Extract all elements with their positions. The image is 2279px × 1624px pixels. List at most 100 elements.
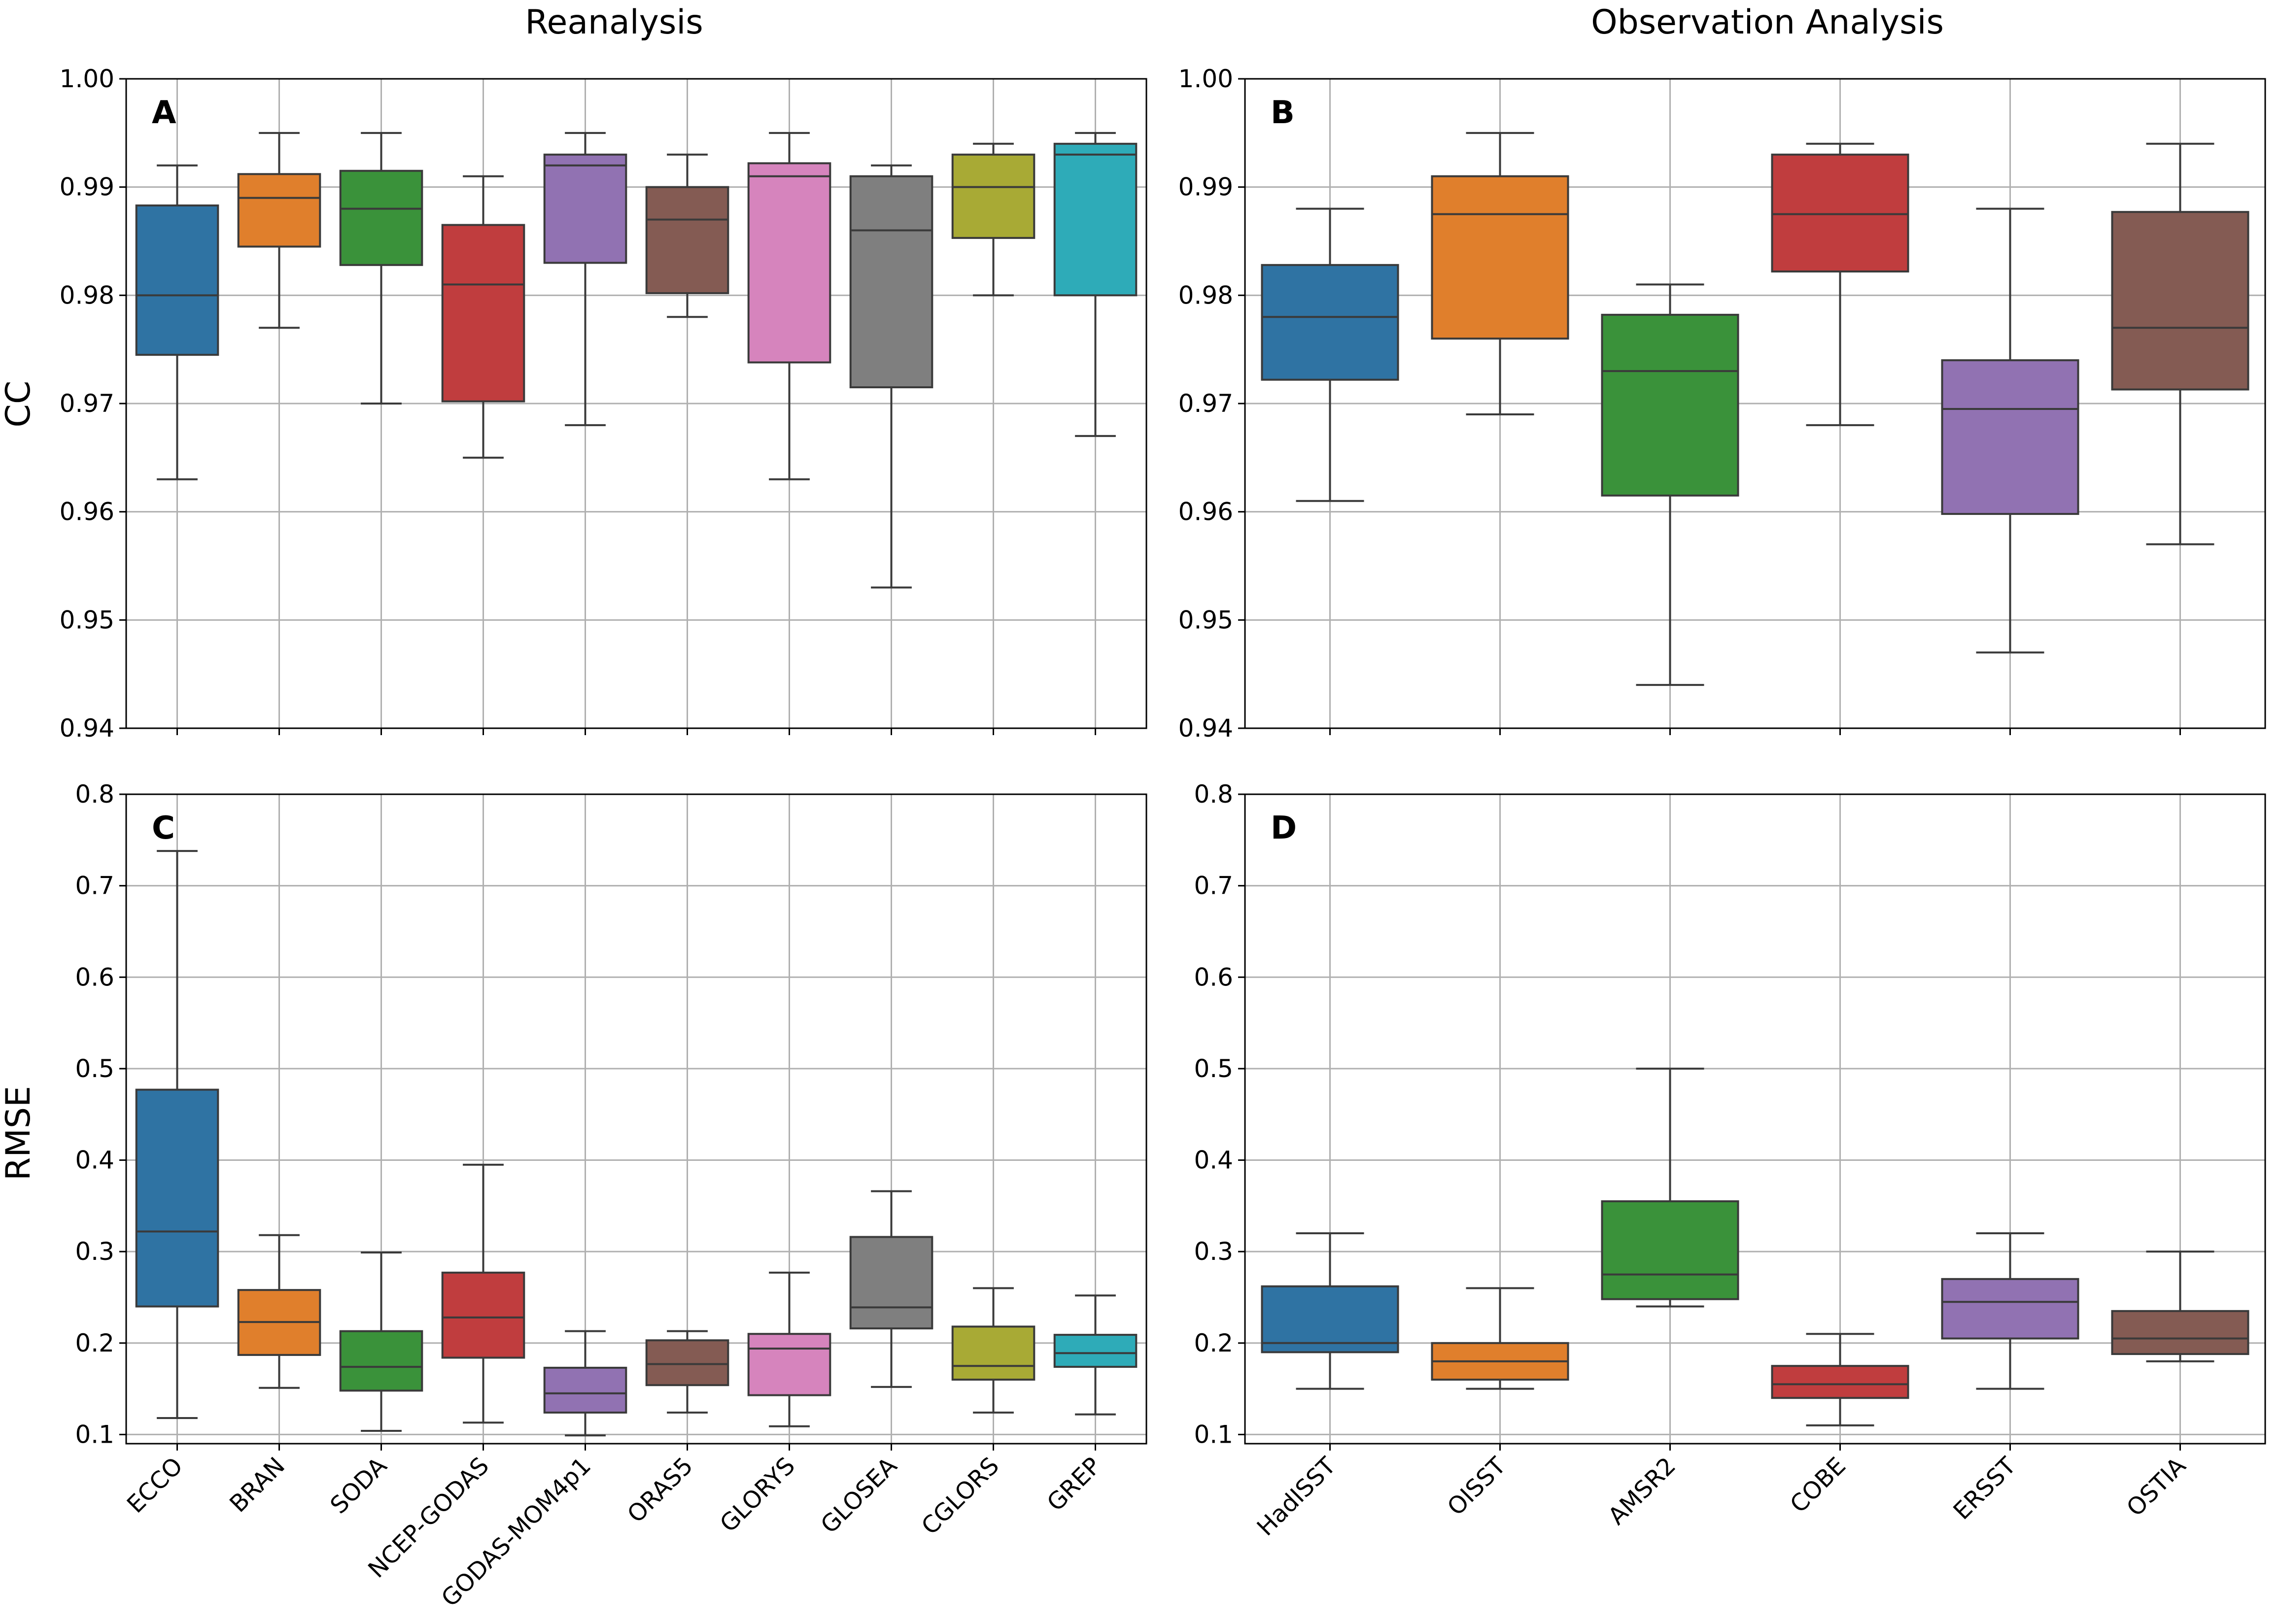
x-tick-label: OISST xyxy=(1442,1452,1512,1521)
iqr-box xyxy=(951,1325,1036,1381)
y-tick-label: 0.96 xyxy=(1178,498,1233,526)
column-title-observation-analysis: Observation Analysis xyxy=(1591,3,1944,42)
box-cglors xyxy=(951,1287,1036,1414)
box-cglors xyxy=(951,142,1036,297)
x-tick-label: GREP xyxy=(1042,1452,1106,1517)
x-tick-label: ECCO xyxy=(122,1452,188,1519)
x-tick-label: HadISST xyxy=(1252,1452,1342,1541)
x-tick-label: COBE xyxy=(1785,1452,1851,1519)
row-label-rmse: RMSE xyxy=(0,1086,38,1181)
iqr-box xyxy=(1431,175,1569,340)
x-tick-label: BRAN xyxy=(224,1452,290,1518)
y-tick-label: 0.2 xyxy=(1194,1329,1233,1357)
box-soda xyxy=(339,1252,423,1432)
iqr-box xyxy=(339,169,423,266)
y-tick-label: 0.5 xyxy=(75,1054,114,1083)
box-ncep-godas xyxy=(441,175,525,459)
y-tick-label: 0.99 xyxy=(60,173,114,202)
y-tick-label: 0.3 xyxy=(75,1237,114,1266)
iqr-box xyxy=(645,186,729,294)
iqr-box xyxy=(441,1271,525,1359)
iqr-box xyxy=(237,173,321,248)
iqr-box xyxy=(2111,211,2249,391)
y-tick-label: 0.96 xyxy=(60,498,114,526)
x-tick-label: SODA xyxy=(325,1452,392,1520)
box-oisst xyxy=(1431,1287,1569,1390)
panel-letter-c: C xyxy=(152,810,175,846)
y-tick-label: 0.2 xyxy=(75,1329,114,1357)
panels: 0.940.950.960.970.980.991.00A0.940.950.9… xyxy=(60,65,2266,1612)
box-glosea xyxy=(849,1190,933,1388)
box-ersst xyxy=(1941,207,2079,654)
x-tick-label: ORAS5 xyxy=(622,1452,698,1528)
y-tick-label: 0.6 xyxy=(1194,963,1233,991)
iqr-box xyxy=(1261,264,1399,381)
y-tick-label: 0.7 xyxy=(1194,872,1233,900)
box-grep xyxy=(1053,132,1138,437)
y-tick-label: 0.95 xyxy=(1178,606,1233,634)
iqr-box xyxy=(747,1333,831,1396)
panel-d: 0.1 0.2 0.3 0.4 0.5 0.6 0.7 0.8 HadISST OISST AMSR… xyxy=(1194,780,2266,1541)
iqr-box xyxy=(135,1088,219,1308)
iqr-box xyxy=(1053,142,1138,297)
y-tick-label: 0.3 xyxy=(1194,1237,1233,1266)
y-tick-label: 0.98 xyxy=(1178,281,1233,309)
iqr-box xyxy=(849,175,933,389)
axes-frame-b xyxy=(1244,78,2266,729)
panel-b: 0.94 0.95 0.96 0.97 0.98 0.99 1.00 B xyxy=(1178,65,2266,743)
box-soda xyxy=(339,132,423,405)
iqr-box xyxy=(135,204,219,356)
x-tick-label: AMSR2 xyxy=(1603,1452,1681,1530)
axes-frame-c xyxy=(125,793,1147,1445)
iqr-box xyxy=(441,224,525,403)
column-title-reanalysis: Reanalysis xyxy=(525,3,703,42)
y-tick-label: 1.00 xyxy=(60,65,114,93)
iqr-box xyxy=(1771,1365,1909,1399)
x-tick-label: GLORYS xyxy=(715,1452,800,1538)
iqr-box xyxy=(1053,1334,1138,1368)
box-cobe xyxy=(1771,142,1909,426)
iqr-box xyxy=(1771,153,1909,273)
iqr-box xyxy=(1941,359,2079,515)
box-hadisst xyxy=(1261,1232,1399,1390)
y-tick-label: 0.97 xyxy=(60,389,114,418)
panel-letter-a: A xyxy=(152,95,176,131)
iqr-box xyxy=(543,153,627,264)
box-ersst xyxy=(1941,1232,2079,1390)
y-tick-label: 0.5 xyxy=(1194,1054,1233,1083)
box-amsr2 xyxy=(1601,1067,1739,1308)
box-bran xyxy=(237,132,321,329)
y-tick-label: 0.97 xyxy=(1178,389,1233,418)
iqr-box xyxy=(645,1339,729,1387)
box-oras5 xyxy=(645,1330,729,1414)
y-tick-label: 0.98 xyxy=(60,281,114,309)
box-ostia xyxy=(2111,1251,2249,1362)
iqr-box xyxy=(339,1330,423,1392)
box-godas-mom4p1 xyxy=(543,132,627,426)
box-glorys xyxy=(747,132,831,480)
y-tick-label: 0.7 xyxy=(75,872,114,900)
iqr-box xyxy=(1601,313,1739,497)
box-ostia xyxy=(2111,142,2249,545)
iqr-box xyxy=(747,162,831,364)
iqr-box xyxy=(1941,1278,2079,1340)
y-tick-label: 0.8 xyxy=(1194,780,1233,809)
x-tick-label: CGLORS xyxy=(916,1452,1004,1540)
y-tick-label: 0.94 xyxy=(1178,714,1233,743)
box-ecco xyxy=(135,850,219,1420)
iqr-box xyxy=(1261,1285,1399,1353)
y-tick-label: 0.6 xyxy=(75,963,114,991)
box-glorys xyxy=(747,1271,831,1427)
grid-b xyxy=(1245,78,2265,729)
x-tick-label: ERSST xyxy=(1948,1452,2022,1525)
iqr-box xyxy=(849,1236,933,1330)
panel-letter-d: D xyxy=(1271,810,1297,846)
y-tick-label: 0.1 xyxy=(75,1420,114,1449)
box-oisst xyxy=(1431,132,1569,415)
box-hadisst xyxy=(1261,207,1399,502)
box-ecco xyxy=(135,164,219,480)
box-grep xyxy=(1053,1294,1138,1416)
panel-a: 0.94 0.95 0.96 0.97 0.98 0.99 1.00 A xyxy=(60,65,1147,743)
